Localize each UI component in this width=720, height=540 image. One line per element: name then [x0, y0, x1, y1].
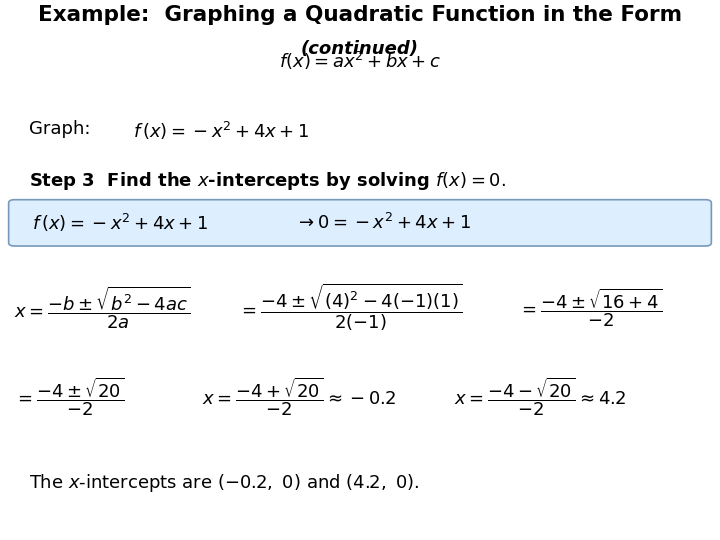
Text: (continued): (continued) — [301, 40, 419, 58]
Text: $x = \dfrac{-b \pm \sqrt{b^2 - 4ac}}{2a}$: $x = \dfrac{-b \pm \sqrt{b^2 - 4ac}}{2a}… — [14, 284, 191, 330]
Text: $f\,(x) = -x^2 + 4x + 1$: $f\,(x) = -x^2 + 4x + 1$ — [133, 119, 310, 141]
Text: $\rightarrow 0 = -x^2 + 4x + 1$: $\rightarrow 0 = -x^2 + 4x + 1$ — [295, 213, 471, 233]
Text: Copyright © 2014, 2010, 2007 Pearson Education, Inc.: Copyright © 2014, 2010, 2007 Pearson Edu… — [236, 522, 484, 530]
Text: $= \dfrac{-4 \pm \sqrt{20}}{-2}$: $= \dfrac{-4 \pm \sqrt{20}}{-2}$ — [14, 376, 125, 418]
Text: $x = \dfrac{-4 + \sqrt{20}}{-2} \approx -0.2$: $x = \dfrac{-4 + \sqrt{20}}{-2} \approx … — [202, 376, 396, 418]
Text: $f\,(x) = -x^2 + 4x + 1$: $f\,(x) = -x^2 + 4x + 1$ — [32, 212, 209, 234]
Text: $= \dfrac{-4 \pm \sqrt{(4)^2 - 4(-1)(1)}}{2(-1)}$: $= \dfrac{-4 \pm \sqrt{(4)^2 - 4(-1)(1)}… — [238, 281, 462, 333]
Text: Example:  Graphing a Quadratic Function in the Form: Example: Graphing a Quadratic Function i… — [38, 5, 682, 25]
Text: ALWAYS LEARNING: ALWAYS LEARNING — [22, 522, 110, 530]
FancyBboxPatch shape — [9, 200, 711, 246]
Text: $x = \dfrac{-4 - \sqrt{20}}{-2} \approx 4.2$: $x = \dfrac{-4 - \sqrt{20}}{-2} \approx … — [454, 376, 626, 418]
Text: Graph:: Graph: — [29, 119, 90, 138]
Text: Step 3  Find the $x$-intercepts by solving $f(x) = 0.$: Step 3 Find the $x$-intercepts by solvin… — [29, 170, 505, 192]
Text: $f(x) = ax^2 + bx + c$: $f(x) = ax^2 + bx + c$ — [279, 50, 441, 72]
Text: 15: 15 — [683, 519, 700, 532]
Text: PEARSON: PEARSON — [554, 519, 626, 532]
Text: The $x$-intercepts are $(-0.2,\ 0)$ and $(4.2,\ 0).$: The $x$-intercepts are $(-0.2,\ 0)$ and … — [29, 472, 420, 494]
Text: $= \dfrac{-4 \pm \sqrt{16 + 4}}{-2}$: $= \dfrac{-4 \pm \sqrt{16 + 4}}{-2}$ — [518, 286, 662, 329]
